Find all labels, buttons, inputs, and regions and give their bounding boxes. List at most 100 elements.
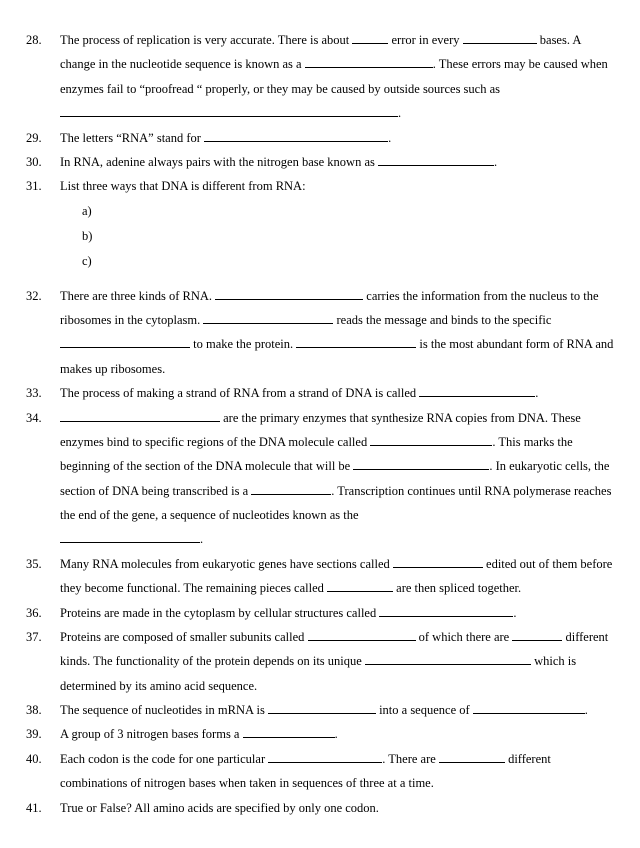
blank: [251, 483, 331, 494]
blank: [352, 33, 388, 44]
blank: [463, 33, 537, 44]
blank: [296, 337, 416, 348]
text: into a sequence of: [376, 703, 473, 717]
text: Many RNA molecules from eukaryotic genes…: [60, 557, 393, 571]
question-number: 37.: [26, 625, 60, 698]
blank: [268, 703, 376, 714]
text: .: [200, 532, 203, 546]
blank: [243, 727, 335, 738]
question-number: 32.: [26, 284, 60, 382]
question-number: 31.: [26, 174, 60, 273]
question-29: 29. The letters “RNA” stand for .: [26, 126, 614, 150]
text: In RNA, adenine always pairs with the ni…: [60, 155, 378, 169]
blank: [370, 435, 492, 446]
text: to make the protein.: [190, 337, 296, 351]
question-body: A group of 3 nitrogen bases forms a .: [60, 722, 614, 746]
question-34: 34. are the primary enzymes that synthes…: [26, 406, 614, 552]
question-body: The process of making a strand of RNA fr…: [60, 381, 614, 405]
question-body: The letters “RNA” stand for .: [60, 126, 614, 150]
question-33: 33. The process of making a strand of RN…: [26, 381, 614, 405]
text: .: [585, 703, 588, 717]
question-body: List three ways that DNA is different fr…: [60, 174, 614, 273]
blank: [419, 386, 535, 397]
blank: [378, 155, 494, 166]
question-number: 29.: [26, 126, 60, 150]
text: .: [398, 106, 401, 120]
blank: [353, 459, 489, 470]
question-body: In RNA, adenine always pairs with the ni…: [60, 150, 614, 174]
question-number: 28.: [26, 28, 60, 126]
text: The sequence of nucleotides in mRNA is: [60, 703, 268, 717]
text: Each codon is the code for one particula…: [60, 752, 268, 766]
text: A group of 3 nitrogen bases forms a: [60, 727, 243, 741]
blank: [327, 581, 393, 592]
text: . There are: [382, 752, 439, 766]
blank: [473, 703, 585, 714]
blank: [215, 288, 363, 299]
question-32: 32. There are three kinds of RNA. carrie…: [26, 284, 614, 382]
question-number: 40.: [26, 747, 60, 796]
blank: [204, 130, 388, 141]
text: error in every: [388, 33, 462, 47]
question-body: The process of replication is very accur…: [60, 28, 614, 126]
blank: [60, 337, 190, 348]
text: The letters “RNA” stand for: [60, 131, 204, 145]
question-31: 31. List three ways that DNA is differen…: [26, 174, 614, 273]
blank: [203, 313, 333, 324]
question-body: Each codon is the code for one particula…: [60, 747, 614, 796]
text: .: [388, 131, 391, 145]
blank: [305, 57, 433, 68]
question-40: 40. Each codon is the code for one parti…: [26, 747, 614, 796]
question-number: 30.: [26, 150, 60, 174]
text: True or False? All amino acids are speci…: [60, 801, 379, 815]
text: There are three kinds of RNA.: [60, 289, 215, 303]
blank: [60, 106, 398, 117]
blank: [439, 752, 505, 763]
sublist-item-c: c): [82, 249, 614, 274]
question-body: Proteins are composed of smaller subunit…: [60, 625, 614, 698]
question-number: 41.: [26, 796, 60, 820]
text: The process of replication is very accur…: [60, 33, 352, 47]
question-body: The sequence of nucleotides in mRNA is i…: [60, 698, 614, 722]
text: .: [535, 386, 538, 400]
text: reads the message and binds to the speci…: [333, 313, 551, 327]
question-number: 35.: [26, 552, 60, 601]
text: List three ways that DNA is different fr…: [60, 179, 306, 193]
question-body: True or False? All amino acids are speci…: [60, 796, 614, 820]
text: The process of making a strand of RNA fr…: [60, 386, 419, 400]
blank: [60, 410, 220, 421]
text: .: [494, 155, 497, 169]
question-number: 38.: [26, 698, 60, 722]
question-body: There are three kinds of RNA. carries th…: [60, 284, 614, 382]
question-37: 37. Proteins are composed of smaller sub…: [26, 625, 614, 698]
text: Proteins are composed of smaller subunit…: [60, 630, 308, 644]
blank: [512, 630, 562, 641]
blank: [268, 752, 382, 763]
question-41: 41. True or False? All amino acids are s…: [26, 796, 614, 820]
question-body: Many RNA molecules from eukaryotic genes…: [60, 552, 614, 601]
question-39: 39. A group of 3 nitrogen bases forms a …: [26, 722, 614, 746]
question-body: Proteins are made in the cytoplasm by ce…: [60, 601, 614, 625]
question-number: 34.: [26, 406, 60, 552]
blank: [365, 654, 531, 665]
text: are then spliced together.: [393, 581, 521, 595]
question-number: 33.: [26, 381, 60, 405]
blank: [393, 557, 483, 568]
sublist-item-a: a): [82, 199, 614, 224]
blank: [60, 532, 200, 543]
text: .: [513, 606, 516, 620]
blank: [308, 630, 416, 641]
question-28: 28. The process of replication is very a…: [26, 28, 614, 126]
sublist-item-b: b): [82, 224, 614, 249]
question-35: 35. Many RNA molecules from eukaryotic g…: [26, 552, 614, 601]
blank: [379, 605, 513, 616]
text: Proteins are made in the cytoplasm by ce…: [60, 606, 379, 620]
sublist: a) b) c): [60, 199, 614, 274]
question-body: are the primary enzymes that synthesize …: [60, 406, 614, 552]
text: .: [335, 727, 338, 741]
question-38: 38. The sequence of nucleotides in mRNA …: [26, 698, 614, 722]
question-number: 36.: [26, 601, 60, 625]
question-30: 30. In RNA, adenine always pairs with th…: [26, 150, 614, 174]
text: of which there are: [416, 630, 513, 644]
question-36: 36. Proteins are made in the cytoplasm b…: [26, 601, 614, 625]
